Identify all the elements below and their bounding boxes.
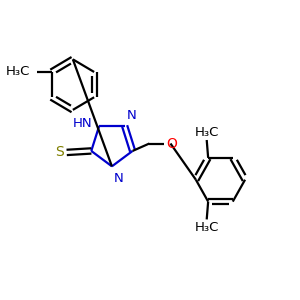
Text: HN: HN	[72, 116, 92, 130]
Text: N: N	[127, 110, 137, 122]
Text: O: O	[166, 136, 177, 151]
Text: S: S	[56, 146, 64, 159]
Text: H₃C: H₃C	[194, 221, 219, 234]
Text: N: N	[113, 172, 123, 185]
Text: H₃C: H₃C	[5, 65, 30, 79]
Text: H₃C: H₃C	[194, 125, 219, 139]
